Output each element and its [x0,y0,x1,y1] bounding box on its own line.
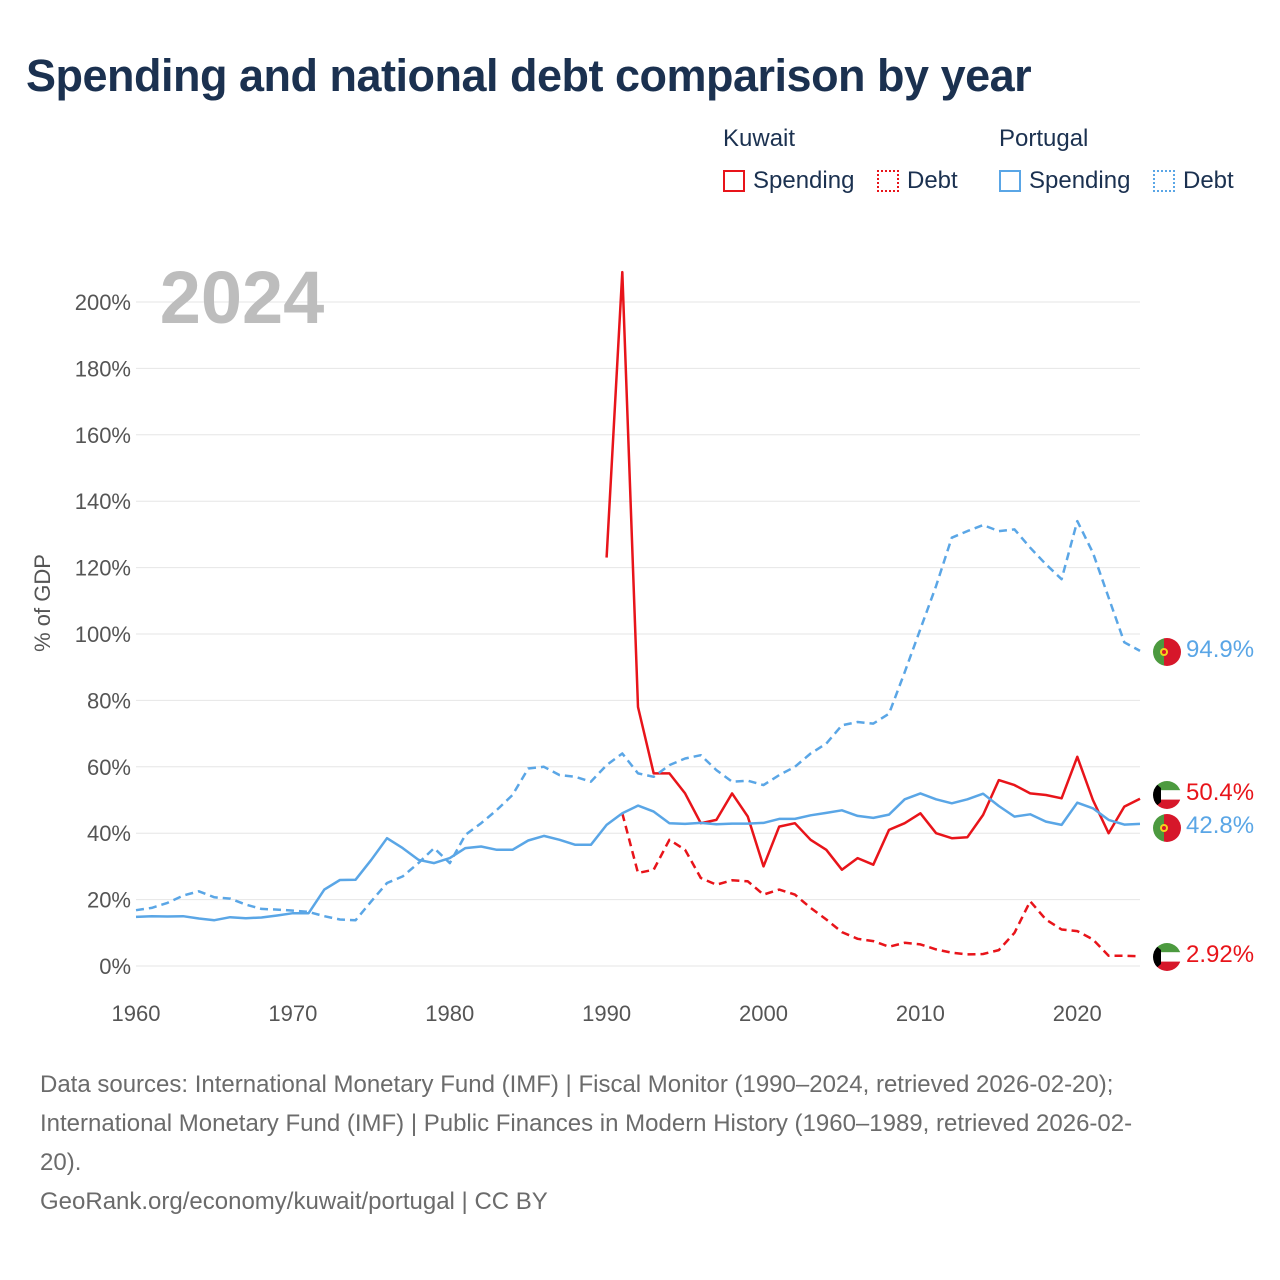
y-tick-label: 180% [75,356,131,381]
y-tick-label: 120% [75,556,131,581]
legend-kuwait-spending[interactable]: Spending [723,167,854,195]
flag-portugal-icon [1153,638,1181,666]
x-tick-label: 2010 [896,1001,945,1026]
footer-credit[interactable]: GeoRank.org/economy/kuwait/portugal | CC… [40,1188,548,1215]
footer-source-line-2: International Monetary Fund (IMF) | Publ… [40,1110,1133,1137]
y-tick-label: 140% [75,489,131,514]
series-line-kuwait-spending [605,270,1141,871]
end-label-kuwait-spending: 50.4% [1186,779,1254,806]
line-chart: 0% 20% 40% 60% 80% 100% 120% 140% 160% 180% 200% 1… [30,256,1254,1026]
y-axis-label: % of GDP [30,554,55,652]
flag-kuwait-icon [1153,943,1181,971]
x-tick-label: 1960 [112,1001,161,1026]
legend-label-portugal-spending: Spending [1029,167,1131,194]
x-tick-label: 2020 [1053,1001,1102,1026]
legend-label-kuwait-spending: Spending [753,167,855,194]
footer-source-line-3: 20). [40,1149,82,1176]
y-tick-label: 40% [87,821,131,846]
legend-swatch-portugal-debt [1153,170,1175,192]
x-tick-label: 1970 [268,1001,317,1026]
flag-kuwait-icon [1153,781,1181,809]
legend-label-portugal-debt: Debt [1183,167,1234,194]
footer-source-line-1: Data sources: International Monetary Fun… [40,1071,1114,1098]
y-tick-label: 20% [87,888,131,913]
grid-lines [136,301,1140,967]
legend-portugal-debt[interactable]: Debt [1153,167,1234,195]
y-tick-label: 0% [99,954,131,979]
legend-swatch-kuwait-debt [877,170,899,192]
legend-swatch-portugal-spending [999,170,1021,192]
legend-label-kuwait-debt: Debt [907,167,958,194]
end-label-kuwait-debt: 2.92% [1186,941,1254,968]
series-lines [135,270,1141,958]
y-tick-label: 100% [75,622,131,647]
legend-portugal-spending[interactable]: Spending [999,167,1130,195]
year-watermark: 2024 [160,256,325,339]
chart-title: Spending and national debt comparison by… [26,50,1032,101]
end-label-portugal-spending: 42.8% [1186,812,1254,839]
y-tick-label: 60% [87,755,131,780]
series-line-portugal-debt [135,519,1141,922]
y-axis-ticks: 0% 20% 40% 60% 80% 100% 120% 140% 160% 180% 200% [75,290,131,979]
x-tick-label: 1980 [425,1001,474,1026]
y-tick-label: 200% [75,290,131,315]
y-tick-label: 160% [75,423,131,448]
series-line-portugal-spending [135,792,1141,922]
legend-group-portugal: Portugal [999,125,1089,152]
x-tick-label: 1990 [582,1001,631,1026]
end-label-portugal-debt: 94.9% [1186,636,1254,663]
flag-portugal-icon [1153,814,1181,842]
x-tick-label: 2000 [739,1001,788,1026]
legend-kuwait-debt[interactable]: Debt [877,167,958,195]
legend-swatch-kuwait-spending [723,170,745,192]
legend-group-kuwait: Kuwait [723,125,796,152]
y-tick-label: 80% [87,688,131,713]
series-line-kuwait-debt [621,812,1141,958]
x-axis-ticks: 1960 1970 1980 1990 2000 2010 2020 [112,1001,1102,1026]
